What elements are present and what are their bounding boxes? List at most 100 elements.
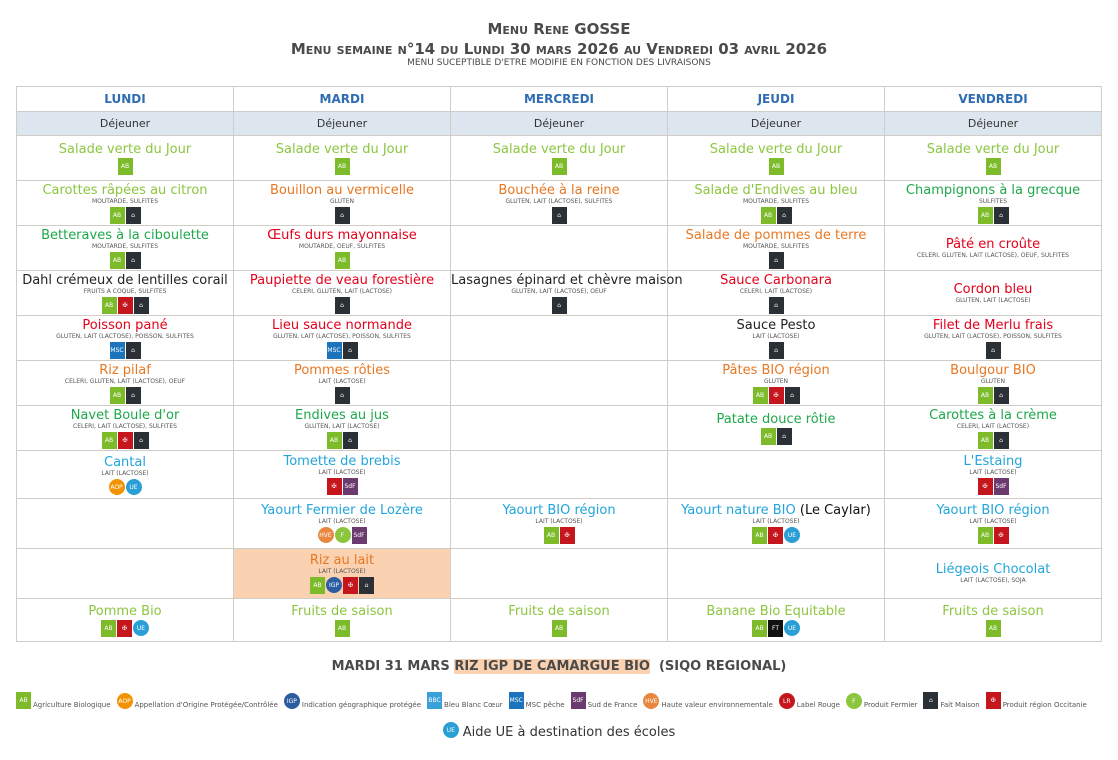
- dish-name-text: Endives au jus: [295, 407, 389, 423]
- menu-row: Pomme Bio AB ✠ UE Fruits de saison AB Fruits d…: [16, 598, 1102, 642]
- menu-table: LUNDI MARDI MERCREDI JEUDI VENDREDI Déjeuner…: [16, 86, 1102, 642]
- label-legend: AB Agriculture Biologique AOP Appellation d…: [16, 692, 1106, 709]
- agriculture-biologique-icon: AB: [752, 386, 768, 404]
- agriculture-biologique-icon: AB: [101, 431, 117, 449]
- dish-name: Sauce Pesto: [668, 318, 884, 333]
- menu-cell: Filet de Merlu frais GLUTEN, LAIT (LACTOS…: [884, 315, 1102, 361]
- dish-name-text: Salade verte du Jour: [275, 141, 409, 157]
- menu-cell: Endives au jus GLUTEN, LAIT (LACTOSE) AB ⌂: [233, 405, 451, 451]
- dish-name: Fruits de saison: [451, 604, 667, 619]
- dish-name: Salade verte du Jour: [885, 142, 1101, 157]
- label-icons: AB ⌂: [885, 206, 1101, 224]
- menu-cell: Salade verte du Jour AB: [667, 135, 885, 181]
- dish-name-text: Salade verte du Jour: [926, 141, 1060, 157]
- dish-name-text: Salade d'Endives au bleu: [694, 182, 858, 198]
- igp-icon: IGP: [326, 577, 342, 593]
- legend-label: MSC pêche: [525, 701, 565, 709]
- legend-label: Haute valeur environnementale: [661, 700, 773, 709]
- fait-maison-icon: ⌂: [985, 341, 1001, 359]
- allergens: GLUTEN, LAIT (LACTOSE), POISSON, SULFITE…: [56, 332, 194, 340]
- label-icons: AB ⌂: [17, 251, 233, 269]
- fait-maison-icon: ⌂: [334, 206, 350, 224]
- allergens: MOUTARDE, SULFITES: [91, 197, 159, 205]
- legend-item: HVE Haute valeur environnementale: [643, 692, 773, 709]
- label-icons: ⌂: [668, 251, 884, 269]
- fait-maison-icon: ⌂: [125, 341, 141, 359]
- agriculture-biologique-icon: AB: [985, 619, 1001, 637]
- legend-label: Sud de France: [587, 701, 638, 709]
- dish-name-text: Paupiette de veau forestière: [249, 272, 435, 288]
- dish-name-text: Betteraves à la ciboulette: [41, 227, 209, 243]
- label-icons: MSC ⌂: [234, 341, 450, 359]
- aide-ue-icon: UE: [442, 722, 459, 738]
- msc-peche-icon: MSC: [109, 341, 125, 359]
- dish-name: Carottes râpées au citron: [17, 183, 233, 198]
- menu-cell: Salade de pommes de terre MOUTARDE, SULFI…: [667, 225, 885, 271]
- meal-label: Déjeuner: [16, 111, 234, 136]
- menu-cell: Yaourt nature BIO (Le Caylar) LAIT (LACTO…: [667, 498, 885, 549]
- menu-cell: Yaourt BIO région LAIT (LACTOSE) AB ✠: [450, 498, 668, 549]
- dish-name: Pommes rôties: [234, 363, 450, 378]
- dish-name: Salade d'Endives au bleu: [668, 183, 884, 198]
- label-icons: AOP UE: [17, 478, 233, 495]
- label-icons: AB ⌂: [668, 427, 884, 445]
- menu-cell: Riz au lait LAIT (LACTOSE) AB IGP ✠ ⌂: [233, 548, 451, 599]
- agriculture-biologique-icon: AB: [326, 431, 342, 449]
- agriculture-biologique-icon: AB: [101, 619, 116, 637]
- menu-row: Betteraves à la ciboulette MOUTARDE, SULF…: [16, 225, 1102, 271]
- agriculture-biologique-icon: AB: [101, 296, 117, 314]
- dish-name: Patate douce rôtie: [668, 412, 884, 427]
- dish-name-text: Lieu sauce normande: [272, 317, 412, 333]
- label-icons: AB ⌂: [885, 386, 1101, 404]
- dish-name: Yaourt BIO région: [451, 503, 667, 518]
- label-icons: ⌂: [451, 206, 667, 224]
- menu-cell: Sauce Carbonara CELERI, LAIT (LACTOSE) ⌂: [667, 270, 885, 316]
- legend-label: Indication géographique protégée: [301, 700, 422, 709]
- dish-name: Riz au lait: [234, 553, 450, 568]
- msc-peche-icon: MSC: [326, 341, 342, 359]
- menu-cell: [450, 405, 668, 451]
- fait-maison-icon: ⌂: [993, 431, 1009, 449]
- menu-note: Menu suceptible d'etre modifie en foncti…: [407, 58, 711, 68]
- menu-row: Salade verte du Jour AB Salade verte du Jo…: [16, 135, 1102, 181]
- meal-label: Déjeuner: [233, 111, 451, 136]
- day-header-lundi: LUNDI: [16, 86, 234, 112]
- allergens: CELERI, GLUTEN, LAIT (LACTOSE), OEUF: [64, 377, 186, 385]
- menu-cell: Champignons à la grecque SULFITES AB ⌂: [884, 180, 1102, 226]
- fait-maison-icon: ⌂: [551, 206, 567, 224]
- dish-name-text: Lasagnes épinard et chèvre maison: [451, 272, 683, 288]
- fait-maison-icon: ⌂: [125, 206, 141, 224]
- dish-name: Sauce Carbonara: [668, 273, 884, 288]
- label-icons: AB: [885, 157, 1101, 175]
- menu-cell: Bouillon au vermicelle GLUTEN ⌂: [233, 180, 451, 226]
- menu-row: Riz au lait LAIT (LACTOSE) AB IGP ✠ ⌂ Liégeois…: [16, 548, 1102, 599]
- produit-fermier-icon: F: [334, 527, 351, 543]
- agriculture-biologique-icon: AB: [977, 431, 993, 449]
- agriculture-biologique-icon: AB: [985, 157, 1001, 175]
- aide-ue-icon: UE: [784, 619, 800, 636]
- dish-name-text: Riz au lait: [309, 553, 375, 568]
- menu-cell: Lieu sauce normande GLUTEN, LAIT (LACTOSE…: [233, 315, 451, 361]
- menu-row: Carottes râpées au citron MOUTARDE, SULFI…: [16, 180, 1102, 226]
- menu-cell: Paupiette de veau forestière CELERI, GLUT…: [233, 270, 451, 316]
- dish-name-text: Cantal: [104, 454, 146, 470]
- legend-label: Produit région Occitanie: [1002, 701, 1087, 709]
- agriculture-biologique-icon: AB: [117, 157, 133, 175]
- dish-name: Poisson pané: [17, 318, 233, 333]
- fait-maison-icon: ⌂: [784, 386, 800, 404]
- legend-item: ✠ Produit région Occitanie: [985, 692, 1087, 709]
- label-icons: ✠ SdF: [885, 478, 1101, 495]
- agriculture-biologique-icon: AB: [752, 619, 767, 637]
- dish-name-text: L'Estaing: [963, 454, 1023, 469]
- label-icons: AB: [234, 619, 450, 637]
- label-icons: AB ✠: [885, 527, 1101, 544]
- fairtrade-icon: FT: [768, 619, 783, 637]
- menu-cell: Fruits de saison AB: [884, 598, 1102, 642]
- dish-name-text: Boulgour BIO: [950, 362, 1036, 378]
- allergens: GLUTEN, LAIT (LACTOSE), SULFITES: [505, 197, 613, 205]
- label-icons: AB: [17, 157, 233, 175]
- allergens: LAIT (LACTOSE): [969, 469, 1017, 476]
- label-icons: AB ⌂: [885, 431, 1101, 449]
- dish-name: Carottes à la crème: [885, 408, 1101, 423]
- allergens: GLUTEN: [329, 197, 355, 205]
